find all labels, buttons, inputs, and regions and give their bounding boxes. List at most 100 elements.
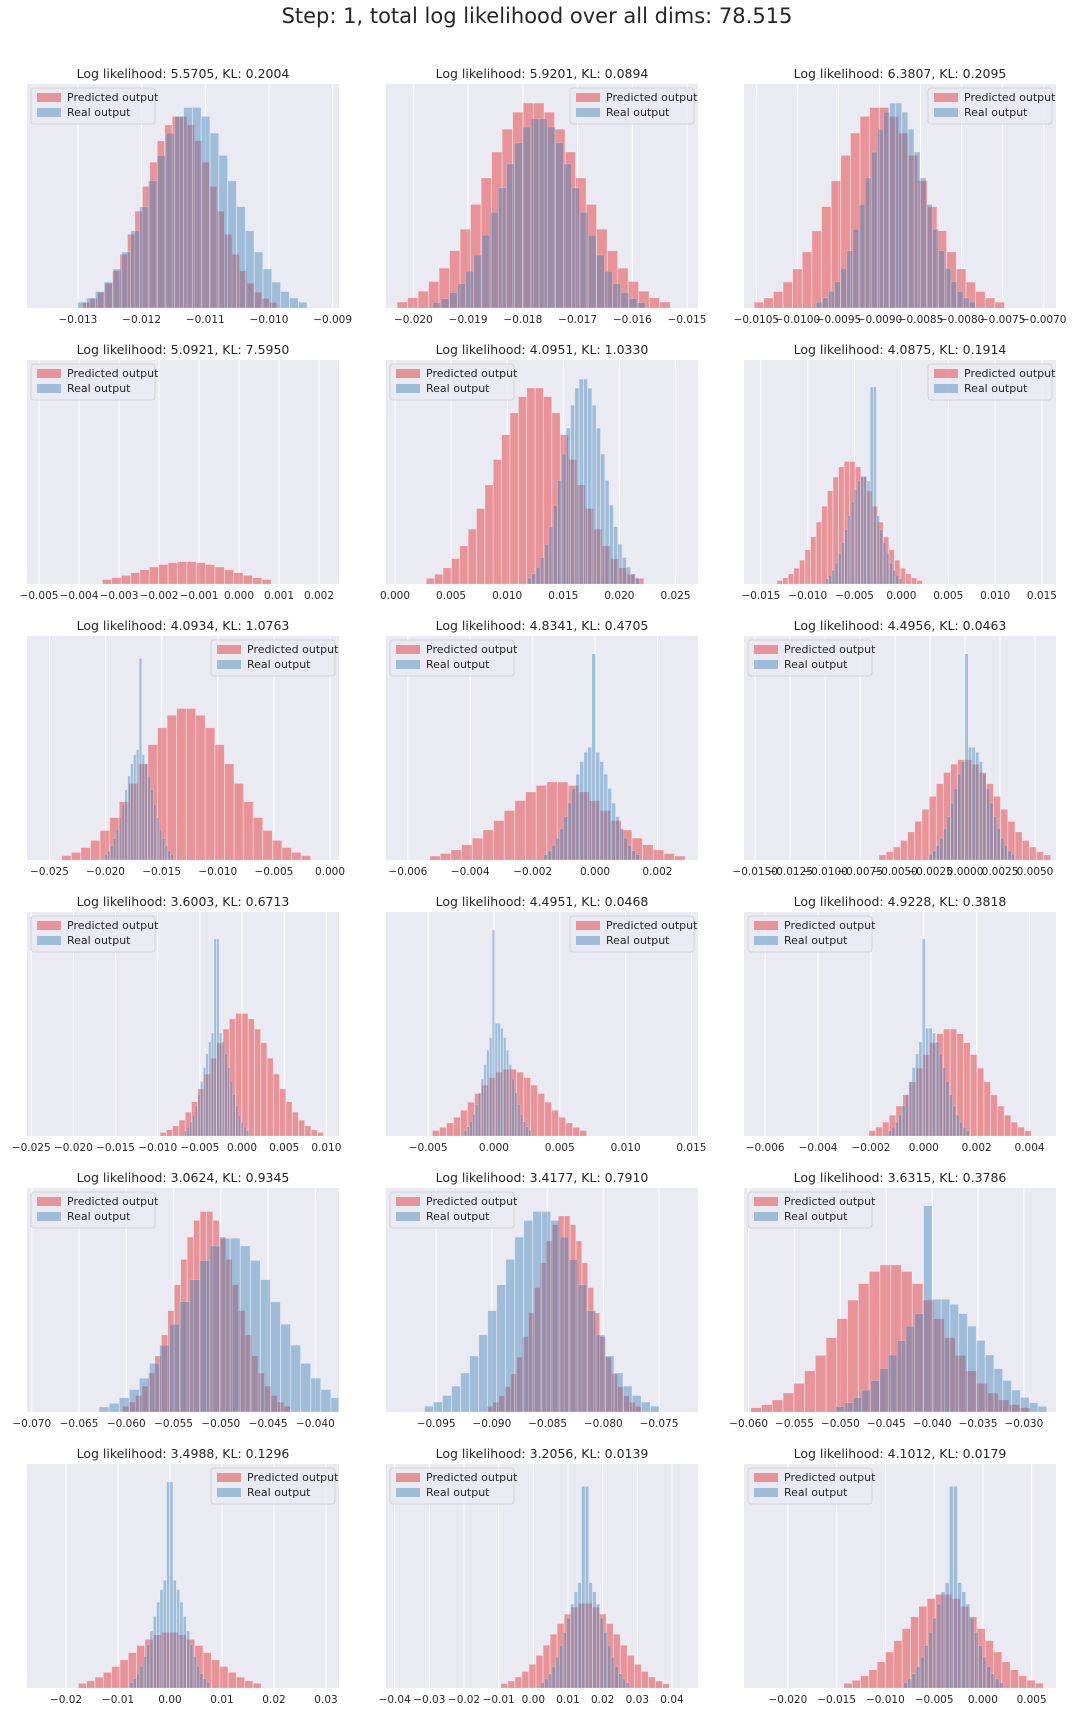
- predicted-bar: [907, 831, 915, 861]
- real-bar: [562, 1632, 567, 1689]
- predicted-bar: [535, 1655, 544, 1689]
- predicted-bar: [599, 1613, 607, 1689]
- predicted-bar: [261, 579, 272, 585]
- real-bar: [506, 1049, 509, 1137]
- predicted-bar: [933, 1318, 945, 1413]
- real-bar: [631, 850, 636, 861]
- real-bar: [858, 204, 866, 309]
- predicted-bar: [965, 281, 976, 309]
- real-bar: [192, 1114, 195, 1137]
- predicted-bar: [491, 151, 503, 309]
- real-bar: [505, 1259, 515, 1413]
- legend-swatch-real: [37, 108, 61, 117]
- tick-label: −0.0070: [1021, 314, 1067, 326]
- predicted-bar: [526, 387, 536, 585]
- tick-label: 0.015: [1027, 590, 1057, 602]
- predicted-bar: [1024, 1130, 1032, 1137]
- legend-swatch-real: [934, 108, 958, 117]
- predicted-bar: [243, 801, 254, 861]
- predicted-bar: [642, 844, 654, 861]
- legend-label: Predicted output: [67, 1195, 159, 1208]
- real-bar: [591, 404, 597, 585]
- real-bar: [935, 845, 940, 861]
- predicted-bar: [620, 1644, 628, 1689]
- predicted-bar: [210, 1058, 217, 1137]
- tick-label: −0.065: [60, 1418, 99, 1430]
- predicted-bar: [317, 1132, 324, 1137]
- real-bar: [626, 566, 631, 585]
- real-bar: [489, 212, 499, 309]
- predicted-bar: [461, 844, 473, 861]
- predicted-bar: [281, 847, 292, 861]
- real-bar: [962, 1126, 967, 1137]
- tick-label: −0.005: [915, 1694, 954, 1706]
- real-bar: [864, 177, 872, 309]
- predicted-bar: [492, 1402, 499, 1413]
- predicted-bar: [166, 1129, 173, 1137]
- real-bar: [898, 578, 903, 585]
- legend-swatch-predicted: [396, 1197, 420, 1206]
- predicted-bar: [901, 1271, 913, 1413]
- real-bar: [965, 1603, 971, 1689]
- predicted-bar: [858, 1283, 870, 1413]
- predicted-bar: [253, 817, 263, 861]
- predicted-bar: [186, 561, 197, 585]
- predicted-bar: [528, 1664, 537, 1689]
- tick-label: 0.000: [315, 866, 345, 878]
- real-bar: [932, 850, 937, 861]
- real-bar: [990, 1673, 996, 1689]
- predicted-bar: [153, 1634, 162, 1689]
- predicted-bar: [78, 1683, 87, 1689]
- predicted-bar: [177, 561, 187, 585]
- real-bar: [121, 804, 125, 861]
- real-bar: [587, 387, 592, 585]
- legend-swatch-predicted: [934, 369, 958, 378]
- real-bar: [903, 1682, 908, 1689]
- tick-label: −0.095: [417, 1418, 456, 1430]
- predicted-bar: [902, 1094, 910, 1137]
- predicted-bar: [631, 837, 643, 861]
- real-bar: [240, 1121, 244, 1137]
- predicted-bar: [878, 854, 887, 861]
- predicted-bar: [976, 1628, 986, 1689]
- real-bar: [514, 1236, 524, 1413]
- tick-label: −0.017: [558, 314, 597, 326]
- predicted-bar: [621, 829, 632, 861]
- histogram-panel: Log likelihood: 3.4177, KL: 0.7910 −0.095…: [386, 1164, 698, 1434]
- tick-label: −0.0090: [857, 314, 903, 326]
- real-bar: [620, 292, 630, 309]
- predicted-bar: [154, 1355, 162, 1413]
- predicted-bar: [922, 1299, 934, 1413]
- predicted-bar: [510, 1373, 517, 1413]
- real-bar: [130, 763, 134, 861]
- predicted-bar: [304, 1125, 312, 1137]
- tick-label: −0.0095: [816, 314, 862, 326]
- tick-label: −0.020: [54, 1142, 93, 1154]
- tick-label: −0.035: [959, 1418, 998, 1430]
- real-bar: [891, 1126, 896, 1137]
- real-bar: [986, 1666, 991, 1689]
- subplot-title: Log likelihood: 3.0624, KL: 0.9345: [77, 1170, 290, 1185]
- real-bar: [199, 1673, 204, 1689]
- predicted-bar: [985, 297, 995, 309]
- real-bar: [950, 281, 958, 309]
- real-bar: [936, 1603, 941, 1689]
- legend-swatch-real: [37, 384, 61, 393]
- predicted-bar: [521, 1671, 529, 1689]
- real-bar: [112, 268, 122, 309]
- predicted-bar: [537, 1093, 545, 1137]
- real-bar: [920, 177, 927, 309]
- tick-label: −0.0100: [775, 314, 821, 326]
- predicted-bar: [203, 1652, 212, 1689]
- predicted-bar: [993, 1651, 1002, 1689]
- predicted-bar: [476, 508, 485, 585]
- predicted-bar: [1017, 1127, 1025, 1137]
- predicted-bar: [960, 1606, 969, 1689]
- real-bar: [170, 854, 174, 861]
- predicted-bar: [599, 810, 611, 861]
- tick-label: 0.01: [556, 1694, 579, 1706]
- real-bar: [104, 854, 108, 861]
- predicted-bar: [936, 783, 944, 861]
- real-bar: [133, 754, 137, 861]
- real-bar: [976, 1340, 986, 1413]
